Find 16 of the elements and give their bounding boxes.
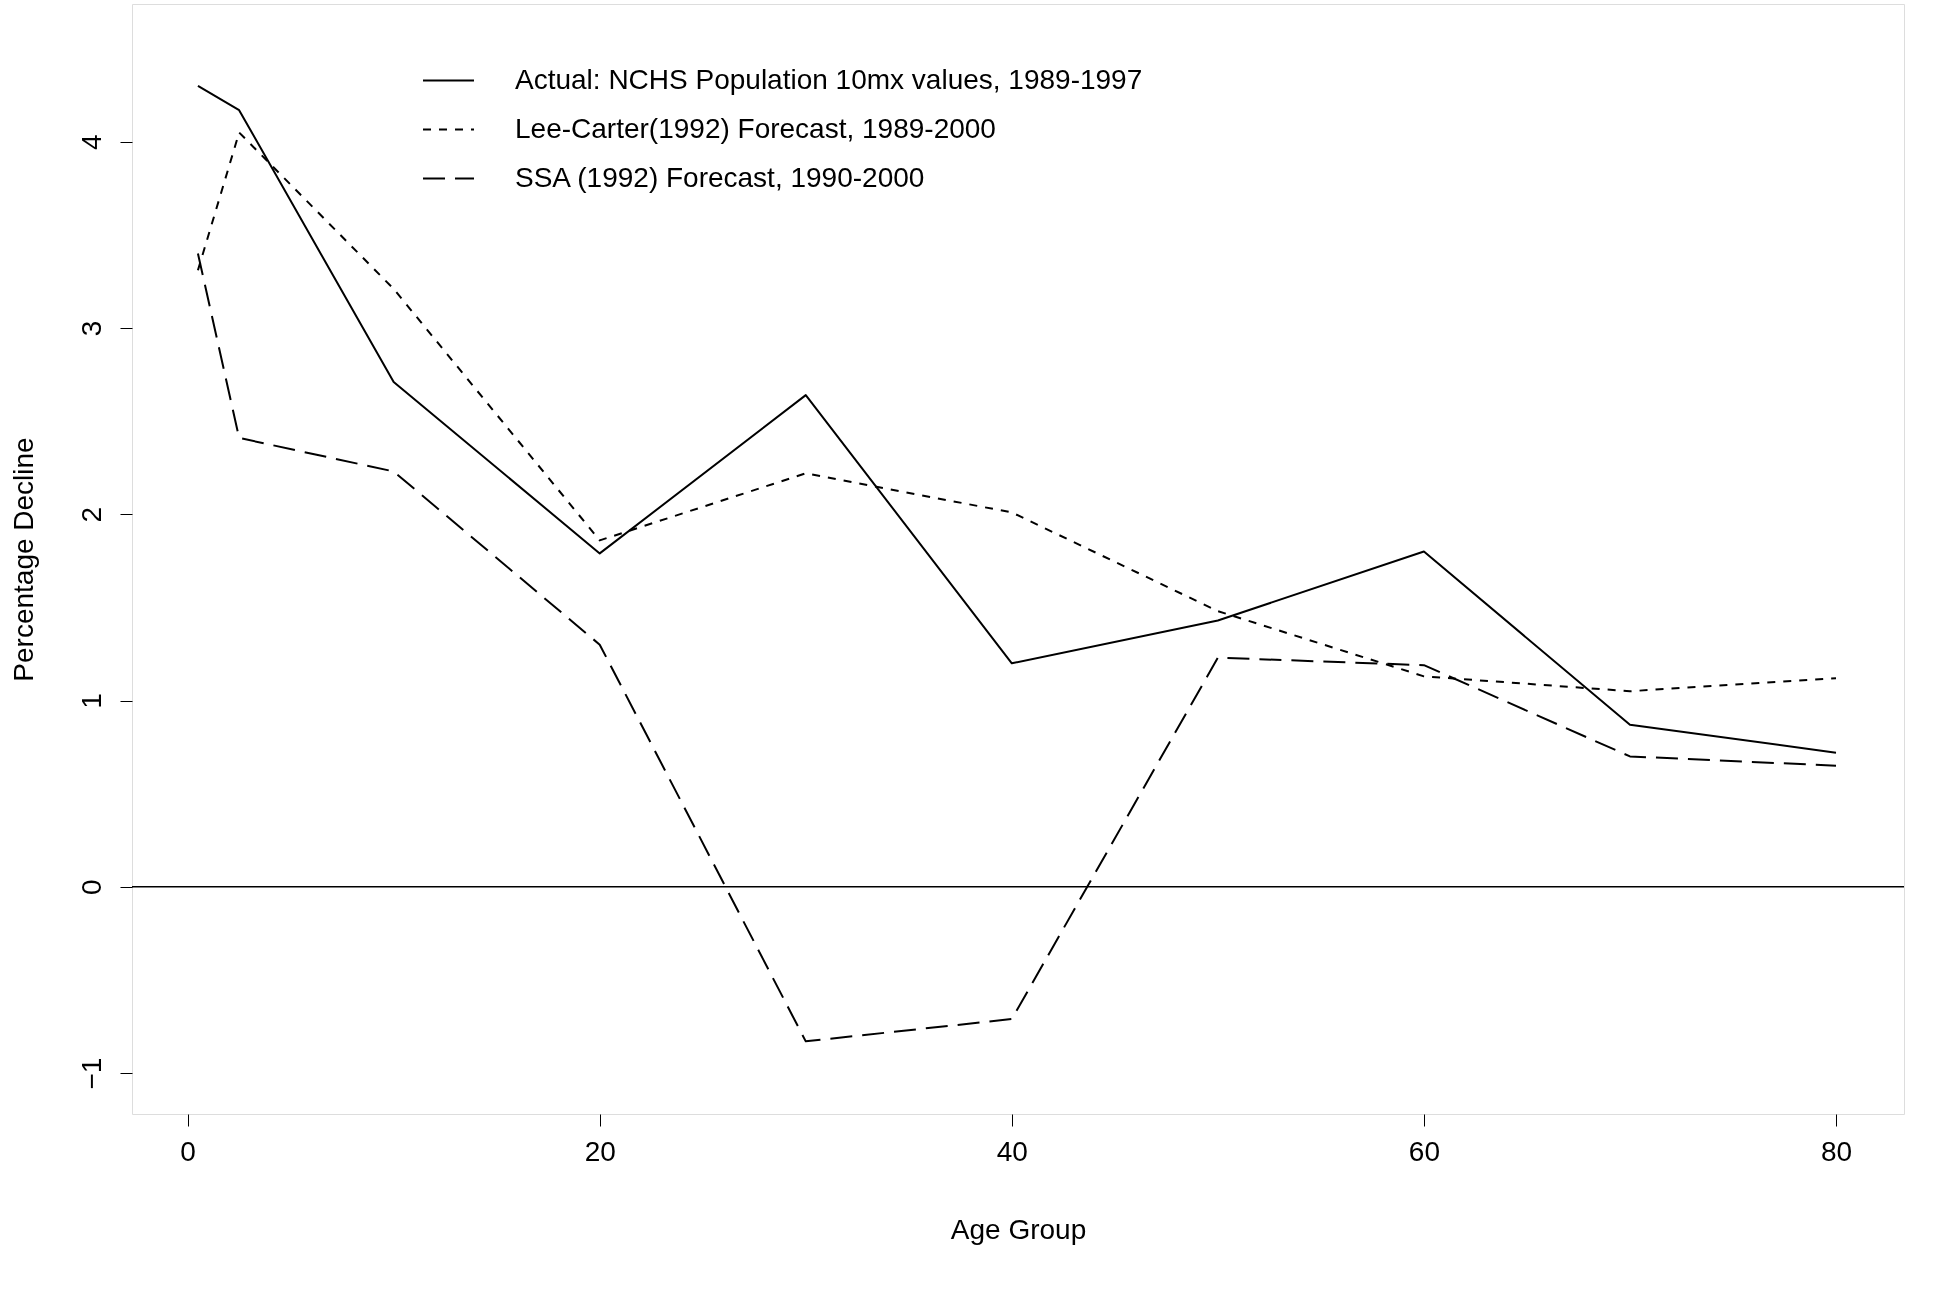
x-tick-label: 80 [1820,1135,1853,1167]
x-axis-title: Age Group [950,1213,1087,1245]
x-tick-label: 20 [584,1135,616,1167]
legend-label: Actual: NCHS Population 10mx values, 1989-1997 [515,63,1143,95]
y-tick-label: 4 [75,134,107,151]
y-tick-label: 2 [75,507,107,523]
y-tick-label: −1 [75,1057,107,1090]
x-tick-label: 60 [1408,1135,1440,1167]
y-tick-label: 3 [75,320,107,337]
legend-label: SSA (1992) Forecast, 1990-2000 [515,161,925,193]
y-axis-title: Percentage Decline [7,437,39,682]
y-tick-label: 1 [75,693,107,709]
legend-label: Lee-Carter(1992) Forecast, 1989-2000 [515,112,996,144]
x-tick-label: 0 [180,1135,196,1167]
y-tick-label: 0 [75,879,107,896]
x-tick-label: 40 [996,1135,1028,1167]
